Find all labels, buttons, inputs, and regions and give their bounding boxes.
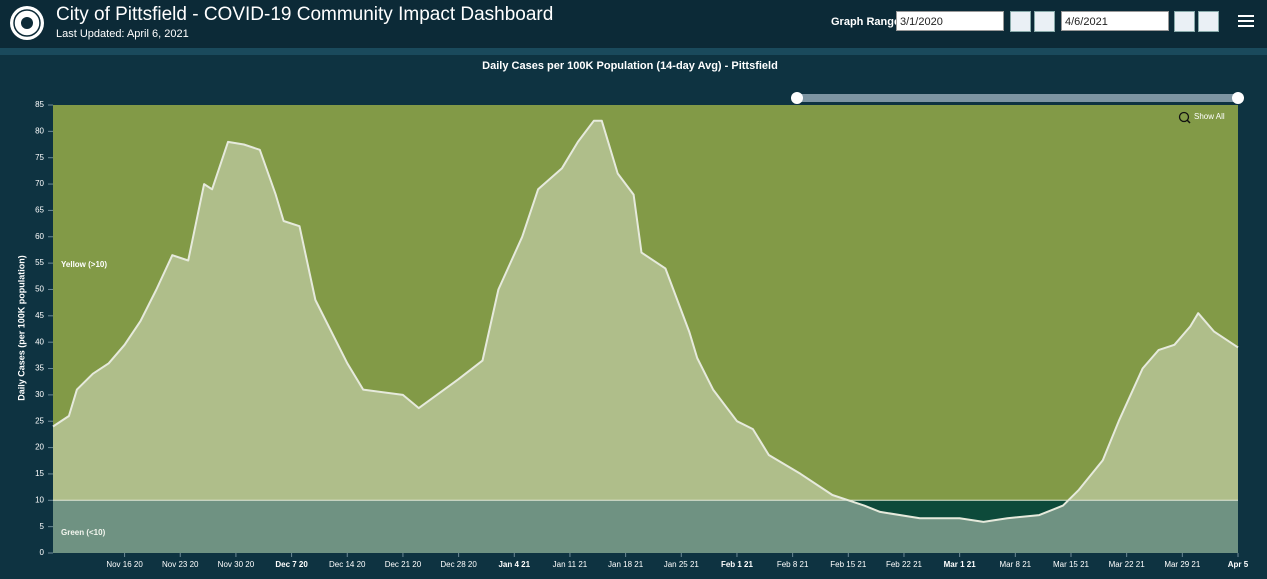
city-seal bbox=[10, 6, 44, 40]
zoom-icon bbox=[1178, 111, 1190, 123]
y-tick-label: 75 bbox=[35, 153, 44, 162]
y-tick-label: 0 bbox=[40, 548, 45, 557]
x-tick-label: Mar 29 21 bbox=[1164, 560, 1201, 569]
y-tick-label: 60 bbox=[35, 232, 44, 241]
clock-button[interactable] bbox=[1034, 11, 1055, 32]
header: City of Pittsfield - COVID-19 Community … bbox=[0, 0, 1267, 48]
plot-band bbox=[53, 500, 1238, 553]
x-tick-label: Dec 28 20 bbox=[440, 560, 477, 569]
y-tick-label: 15 bbox=[35, 469, 44, 478]
x-tick-label: Nov 16 20 bbox=[106, 560, 143, 569]
x-tick-label: Jan 18 21 bbox=[608, 560, 644, 569]
x-tick-label: Dec 21 20 bbox=[385, 560, 422, 569]
x-tick-label: Dec 7 20 bbox=[275, 560, 308, 569]
y-tick-label: 55 bbox=[35, 258, 44, 267]
y-tick-label: 40 bbox=[35, 337, 44, 346]
band-label: Green (<10) bbox=[61, 528, 106, 537]
range-label: Graph Range bbox=[831, 16, 901, 28]
slider-handle[interactable] bbox=[791, 92, 803, 104]
x-tick-label: Mar 1 21 bbox=[944, 560, 977, 569]
divider bbox=[0, 48, 1267, 55]
band-label: Yellow (>10) bbox=[61, 260, 107, 269]
x-tick-label: Nov 23 20 bbox=[162, 560, 199, 569]
y-tick-label: 5 bbox=[40, 522, 45, 531]
y-tick-label: 45 bbox=[35, 311, 44, 320]
x-tick-label: Jan 25 21 bbox=[664, 560, 700, 569]
x-tick-label: Mar 8 21 bbox=[1000, 560, 1032, 569]
x-tick-label: Feb 1 21 bbox=[721, 560, 754, 569]
x-tick-label: Jan 11 21 bbox=[553, 560, 588, 569]
x-tick-label: Jan 4 21 bbox=[498, 560, 530, 569]
x-tick-label: Mar 22 21 bbox=[1109, 560, 1146, 569]
calendar-button[interactable] bbox=[1010, 11, 1031, 32]
x-tick-label: Feb 22 21 bbox=[886, 560, 923, 569]
y-tick-label: 80 bbox=[35, 126, 44, 135]
x-tick-label: Apr 5 bbox=[1228, 560, 1249, 569]
x-tick-label: Nov 30 20 bbox=[218, 560, 255, 569]
x-tick-label: Dec 14 20 bbox=[329, 560, 366, 569]
slider-handle[interactable] bbox=[1232, 92, 1244, 104]
range-end-input[interactable]: 4/6/2021 bbox=[1061, 11, 1169, 31]
y-tick-label: 50 bbox=[35, 285, 44, 294]
clock-button[interactable] bbox=[1198, 11, 1219, 32]
zoom-icon bbox=[1186, 119, 1191, 124]
y-tick-label: 65 bbox=[35, 206, 44, 215]
x-tick-label: Mar 15 21 bbox=[1053, 560, 1090, 569]
y-tick-label: 10 bbox=[35, 495, 44, 504]
show-all-button[interactable]: Show All bbox=[1178, 111, 1225, 124]
dashboard-title: City of Pittsfield - COVID-19 Community … bbox=[56, 4, 554, 25]
y-tick-label: 70 bbox=[35, 179, 44, 188]
calendar-button[interactable] bbox=[1174, 11, 1195, 32]
x-tick-label: Feb 15 21 bbox=[830, 560, 867, 569]
chart-title: Daily Cases per 100K Population (14-day … bbox=[482, 60, 778, 72]
range-slider[interactable] bbox=[797, 94, 1238, 102]
menu-button[interactable] bbox=[1238, 14, 1254, 28]
series-line bbox=[52, 119, 1239, 523]
chart: Daily Cases per 100K Population (14-day … bbox=[16, 60, 1249, 569]
y-tick-label: 30 bbox=[35, 390, 44, 399]
last-updated: Last Updated: April 6, 2021 bbox=[56, 28, 189, 40]
y-tick-label: 85 bbox=[35, 100, 44, 109]
y-tick-label: 35 bbox=[35, 364, 44, 373]
x-tick-label: Feb 8 21 bbox=[777, 560, 809, 569]
series-area bbox=[53, 120, 1238, 554]
y-tick-label: 25 bbox=[35, 416, 44, 425]
y-tick-label: 20 bbox=[35, 443, 44, 452]
show-all-label: Show All bbox=[1194, 112, 1225, 121]
y-axis-label: Daily Cases (per 100K population) bbox=[16, 255, 26, 401]
range-start-input[interactable]: 3/1/2020 bbox=[896, 11, 1004, 31]
plot-band bbox=[53, 105, 1238, 501]
